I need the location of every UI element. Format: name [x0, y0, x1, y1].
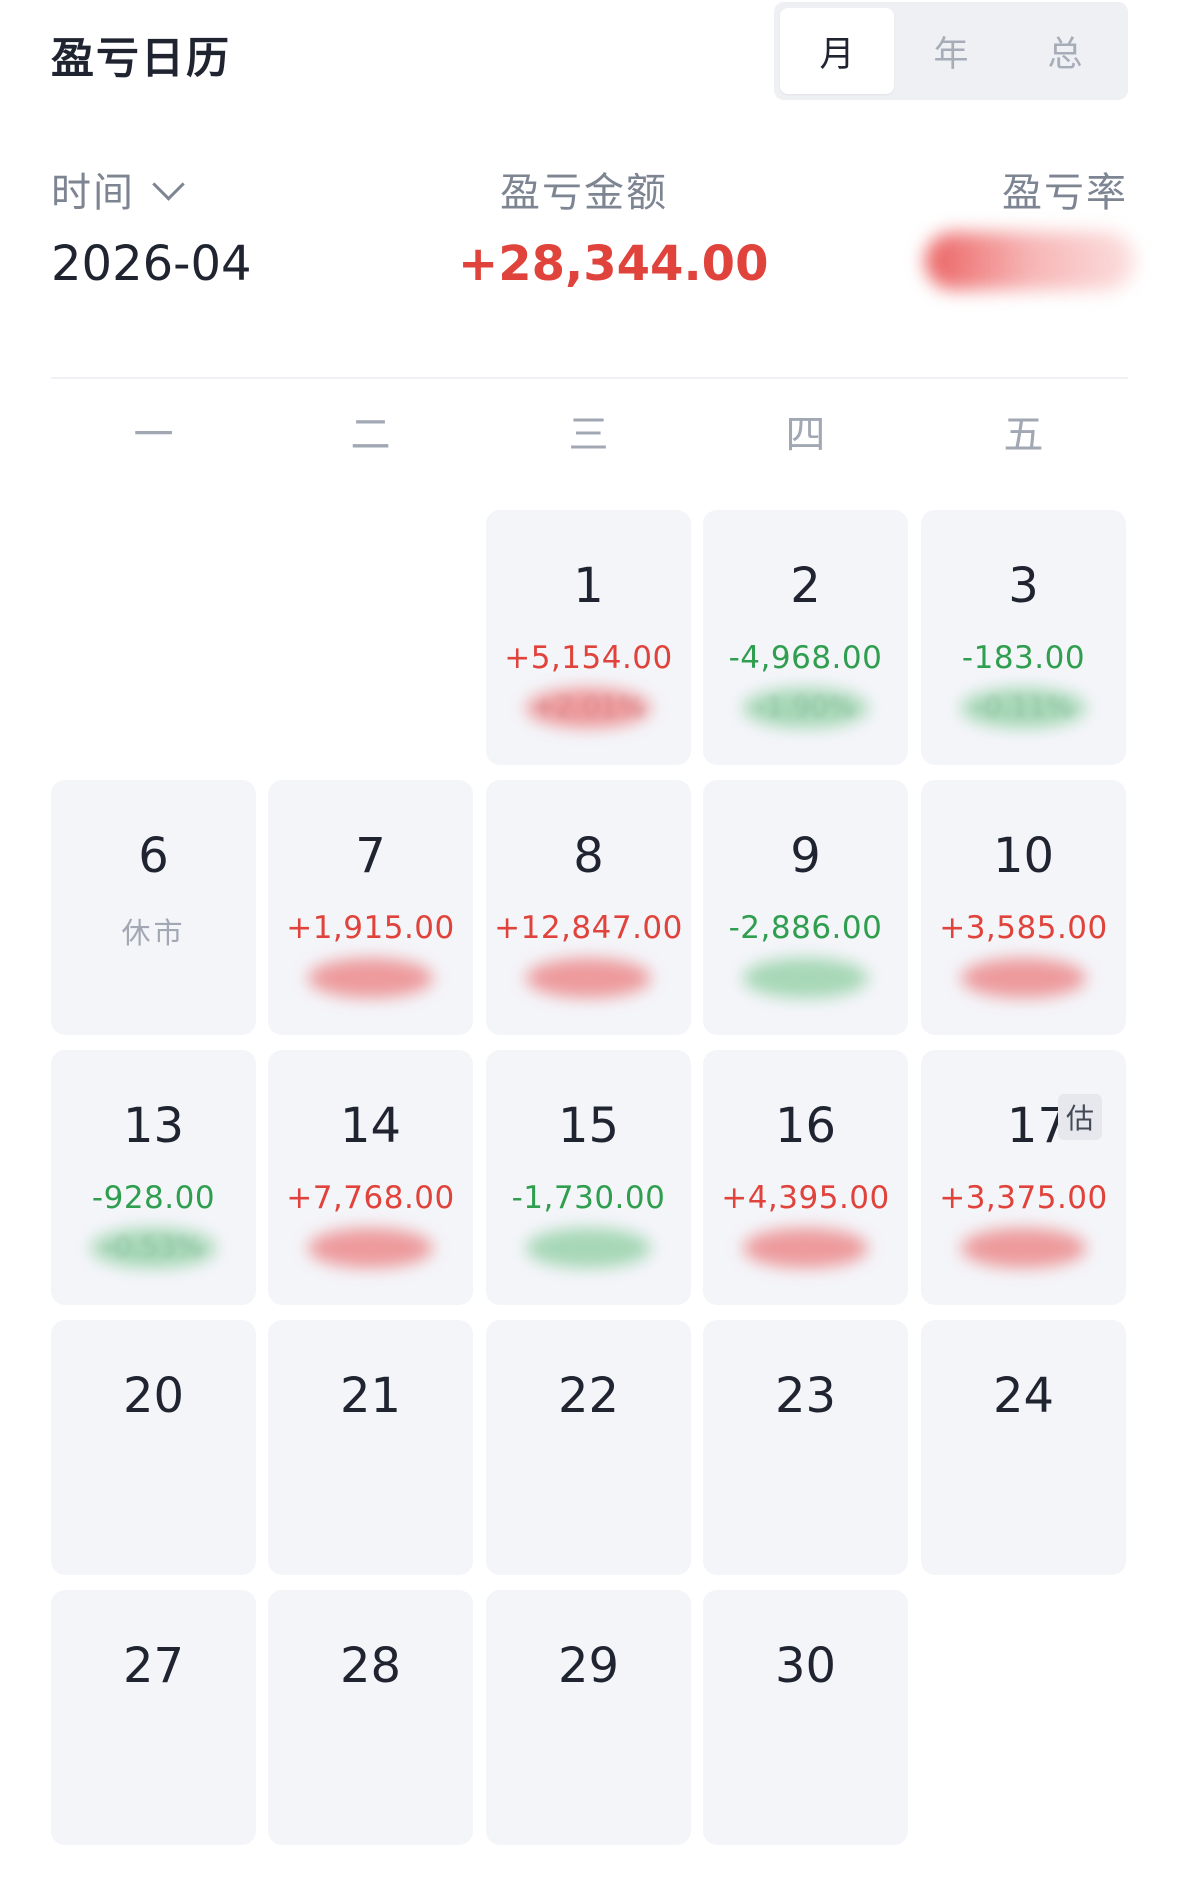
- redaction-blur: [961, 1228, 1086, 1268]
- divider: [51, 377, 1128, 379]
- day-number: 3: [1008, 558, 1039, 614]
- redaction-blur: [961, 688, 1086, 728]
- day-number: 30: [774, 1638, 837, 1694]
- daily-pnl: -2,886.00: [728, 910, 883, 946]
- calendar-day-cell[interactable]: 1+5,154.00+2.01%: [486, 510, 691, 765]
- calendar-day-cell[interactable]: 13 -928.00 -0.53%: [51, 1050, 256, 1305]
- daily-pnl: +3,375.00: [939, 1180, 1108, 1216]
- day-number: 21: [339, 1368, 402, 1424]
- calendar-day-cell[interactable]: 20: [51, 1320, 256, 1575]
- day-number: 20: [122, 1368, 185, 1424]
- daily-pnl: -4,968.00: [728, 640, 883, 676]
- day-number: 17: [1006, 1098, 1068, 1154]
- day-number: 28: [339, 1638, 402, 1694]
- market-closed-label: 休市: [121, 916, 186, 950]
- day-number: 6: [138, 828, 169, 884]
- calendar-day-cell[interactable]: 2 -4,968.00 -1.90%: [703, 510, 908, 765]
- day-number: 24: [992, 1368, 1055, 1424]
- day-number: 10: [992, 828, 1055, 884]
- calendar-day-cell[interactable]: 29: [486, 1590, 691, 1845]
- day-number: 16: [774, 1098, 837, 1154]
- weekday-tue: 二: [350, 412, 391, 458]
- tab-month[interactable]: 月: [780, 8, 894, 94]
- day-number: 7: [355, 828, 386, 884]
- daily-pnl: -183.00: [961, 640, 1086, 676]
- redaction-blur: [526, 958, 651, 998]
- period-segmented-control: 月 年 总: [774, 2, 1128, 100]
- daily-pct: -0.11%: [973, 690, 1074, 723]
- calendar-day-cell[interactable]: 14 +7,768.00: [268, 1050, 473, 1305]
- calendar-day-cell[interactable]: 28: [268, 1590, 473, 1845]
- calendar-day-cell[interactable]: 24: [921, 1320, 1126, 1575]
- redaction-blur: [743, 958, 868, 998]
- redaction-blur: [961, 958, 1086, 998]
- daily-pnl: +7,768.00: [286, 1180, 455, 1216]
- daily-pct: -0.53%: [103, 1230, 204, 1263]
- weekday-fri: 五: [1003, 412, 1044, 458]
- day-number: 14: [339, 1098, 402, 1154]
- calendar-day-cell[interactable]: 6 休市: [51, 780, 256, 1035]
- calendar-day-cell[interactable]: 10 +3,585.00: [921, 780, 1126, 1035]
- redaction-blur: [308, 1228, 433, 1268]
- day-number: 29: [557, 1638, 620, 1694]
- time-value: 2026-04: [51, 236, 252, 292]
- daily-pnl: +12,847.00: [494, 910, 683, 946]
- day-number: 2: [790, 558, 821, 614]
- day-number: 15: [557, 1098, 620, 1154]
- calendar-day-cell[interactable]: 16 +4,395.00: [703, 1050, 908, 1305]
- calendar-day-cell[interactable]: 7 +1,915.00: [268, 780, 473, 1035]
- redaction-blur: [743, 1228, 868, 1268]
- page-title: 盈亏日历: [51, 34, 231, 84]
- redaction-blur: [526, 1228, 651, 1268]
- day-number: 13: [122, 1098, 185, 1154]
- amount-value: +28,344.00: [458, 236, 769, 292]
- chevron-down-icon: [152, 168, 185, 201]
- daily-pnl: -1,730.00: [511, 1180, 666, 1216]
- calendar-day-cell[interactable]: 23: [703, 1320, 908, 1575]
- time-selector[interactable]: 时间: [51, 160, 185, 218]
- calendar-day-cell[interactable]: 15 -1,730.00: [486, 1050, 691, 1305]
- weekday-thu: 四: [785, 412, 826, 458]
- daily-pnl: +1,915.00: [286, 910, 455, 946]
- day-number: 1: [573, 558, 604, 614]
- daily-pnl: +4,395.00: [721, 1180, 890, 1216]
- calendar-day-cell[interactable]: 27: [51, 1590, 256, 1845]
- calendar-day-cell[interactable]: 22: [486, 1320, 691, 1575]
- estimate-badge: 估: [1058, 1094, 1102, 1140]
- tab-total[interactable]: 总: [1047, 34, 1083, 75]
- redaction-blur: [308, 958, 433, 998]
- calendar-day-cell[interactable]: 21: [268, 1320, 473, 1575]
- day-number: 22: [557, 1368, 620, 1424]
- amount-label: 盈亏金额: [500, 170, 668, 216]
- calendar-day-cell[interactable]: 17 估 +3,375.00: [921, 1050, 1126, 1305]
- tab-year[interactable]: 年: [933, 34, 969, 75]
- day-number: 8: [573, 828, 604, 884]
- day-number: 23: [774, 1368, 837, 1424]
- daily-pnl: -928.00: [91, 1180, 216, 1216]
- daily-pct: -1.90%: [755, 690, 856, 723]
- day-number: 9: [790, 828, 821, 884]
- rate-value-redacted: [925, 232, 1135, 290]
- redaction-blur: [91, 1228, 216, 1268]
- rate-label: 盈亏率: [1002, 170, 1128, 216]
- day-number: 27: [122, 1638, 185, 1694]
- redaction-blur: [743, 688, 868, 728]
- time-label: 时间: [51, 170, 135, 216]
- redaction-blur: [526, 688, 651, 728]
- daily-pnl: +3,585.00: [939, 910, 1108, 946]
- daily-pnl: +5,154.00: [504, 640, 673, 676]
- weekday-mon: 一: [133, 412, 174, 458]
- calendar-day-cell[interactable]: 30: [703, 1590, 908, 1845]
- calendar-day-cell[interactable]: 8 +12,847.00: [486, 780, 691, 1035]
- calendar-day-cell[interactable]: 3 -183.00 -0.11%: [921, 510, 1126, 765]
- weekday-wed: 三: [568, 412, 609, 458]
- calendar-day-cell[interactable]: 9 -2,886.00: [703, 780, 908, 1035]
